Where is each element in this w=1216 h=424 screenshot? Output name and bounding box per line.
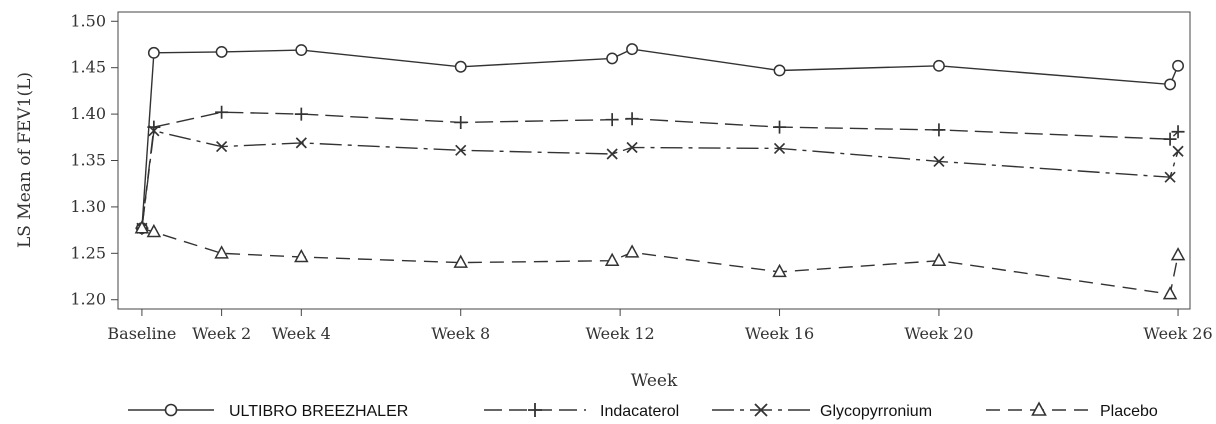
legend-swatch-ultibro [128, 403, 214, 417]
y-tick-label: 1.45 [70, 58, 106, 77]
data-point [932, 123, 946, 137]
data-point [454, 115, 468, 129]
data-point [624, 244, 640, 258]
data-point [1172, 145, 1184, 157]
data-point [773, 64, 786, 77]
series-0 [135, 43, 1184, 235]
data-point [1162, 286, 1178, 300]
data-point [1170, 247, 1186, 261]
y-tick-label: 1.40 [70, 104, 106, 123]
y-tick-label: 1.20 [70, 290, 106, 309]
legend-label-placebo: Placebo [1100, 403, 1158, 420]
x-tick-label: Baseline [107, 324, 176, 343]
data-point [1172, 59, 1184, 72]
y-tick-label: 1.30 [70, 197, 106, 216]
y-axis-title: LS Mean of FEV1(L) [15, 72, 35, 248]
data-point [931, 252, 947, 266]
series-line [141, 111, 1179, 229]
data-point [453, 254, 468, 268]
x-tick-label: Week 20 [904, 324, 973, 343]
data-point [147, 46, 160, 59]
data-point [626, 141, 638, 154]
legend-swatch-placebo [986, 401, 1092, 416]
data-point [606, 52, 619, 65]
x-axis-title: Week [631, 371, 678, 391]
data-point [606, 148, 618, 160]
data-point [625, 112, 639, 126]
x-tick-label: Week 4 [272, 324, 331, 343]
x-axis: Baseline Week 2 Week 4 Week 8 Week 12 Week 16… [107, 309, 1213, 343]
data-point [604, 252, 620, 266]
series-line [141, 129, 1179, 229]
x-tick-label: Week 26 [1143, 324, 1212, 343]
data-point [294, 107, 308, 121]
data-point [1163, 132, 1177, 146]
series-3 [134, 220, 1186, 300]
x-tick-label: Week 8 [431, 324, 490, 343]
y-tick-label: 1.50 [70, 11, 106, 30]
data-point [455, 144, 467, 156]
legend: ULTIBRO BREEZHALER Indacaterol Glycopyrr… [128, 401, 1158, 420]
data-point [773, 142, 786, 155]
data-point [1171, 125, 1185, 139]
data-point [932, 59, 945, 72]
data-point [454, 60, 467, 73]
data-point [215, 45, 228, 58]
legend-item-glycopyrronium: Glycopyrronium [712, 403, 932, 420]
data-point [1164, 171, 1176, 183]
legend-swatch-glycopyrronium [712, 403, 812, 417]
y-tick-label: 1.25 [70, 243, 106, 262]
data-point [605, 113, 619, 127]
data-point [294, 248, 309, 263]
legend-item-ultibro: ULTIBRO BREEZHALER [128, 403, 408, 420]
x-tick-label: Week 12 [586, 324, 655, 343]
data-point [773, 120, 787, 134]
legend-item-indacaterol: Indacaterol [484, 403, 679, 420]
series-2 [136, 125, 1184, 234]
legend-label-ultibro: ULTIBRO BREEZHALER [229, 403, 408, 420]
legend-label-glycopyrronium: Glycopyrronium [820, 403, 932, 420]
data-point [295, 137, 307, 149]
data-point [215, 105, 229, 119]
x-tick-label: Week 2 [192, 324, 251, 343]
plot-frame [117, 11, 1191, 310]
legend-swatch-indacaterol [484, 403, 586, 417]
data-point [626, 43, 639, 56]
x-tick-label: Week 16 [745, 324, 814, 343]
y-axis: 1.20 1.25 1.30 1.35 1.40 1.45 1.50 [70, 11, 118, 309]
data-point [933, 155, 945, 168]
series-layer [134, 43, 1186, 300]
series-1 [135, 105, 1185, 235]
legend-item-placebo: Placebo [986, 401, 1158, 420]
data-point [295, 44, 308, 57]
data-point [216, 140, 228, 153]
data-point [1164, 78, 1177, 91]
legend-label-indacaterol: Indacaterol [600, 403, 679, 420]
data-point [134, 220, 150, 234]
y-tick-label: 1.35 [70, 151, 106, 170]
data-point [214, 245, 229, 259]
data-point [146, 223, 162, 238]
data-point [772, 263, 787, 278]
data-point [148, 125, 160, 137]
